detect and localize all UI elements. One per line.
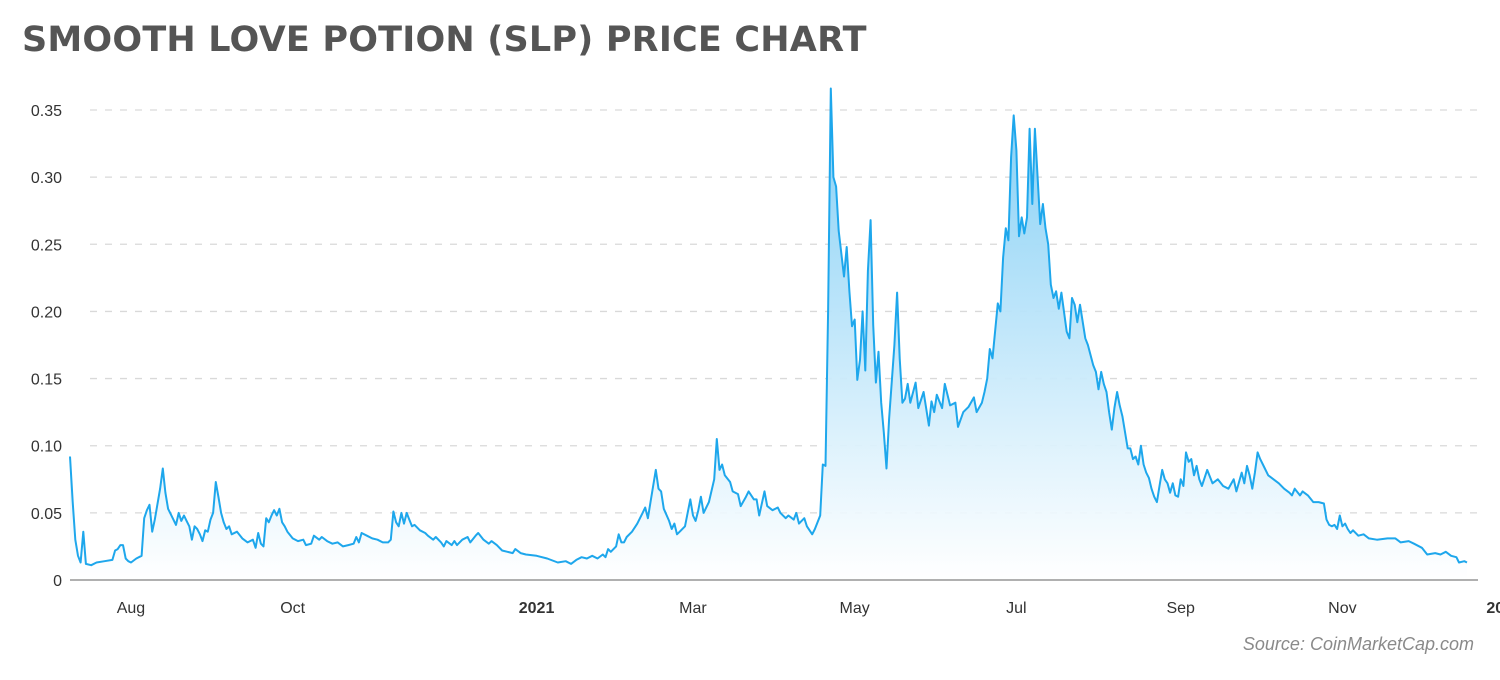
x-tick-label: May <box>840 600 870 617</box>
x-axis: Aug Oct 2021 Mar May Jul Sep Nov 2022 <box>70 579 1500 617</box>
price-line <box>69 87 1468 567</box>
x-tick-label: Mar <box>679 600 707 617</box>
y-tick-label: 0.15 <box>31 372 62 389</box>
page-title: SMOOTH LOVE POTION (SLP) PRICE CHART <box>22 20 867 60</box>
series-layer <box>69 87 1468 580</box>
x-tick-label: Sep <box>1166 600 1195 617</box>
x-tick-label: Aug <box>117 600 145 617</box>
y-tick-label: 0.25 <box>31 237 62 254</box>
x-tick-label: Jul <box>1006 600 1026 617</box>
y-tick-label: 0 <box>53 573 62 590</box>
source-credit: Source: CoinMarketCap.com <box>1242 634 1474 654</box>
y-tick-label: 0.20 <box>31 304 62 321</box>
x-tick-label: 2021 <box>519 600 555 617</box>
x-tick-label: Oct <box>280 600 305 617</box>
y-tick-label: 0.10 <box>31 439 62 456</box>
grid-lines <box>90 109 1478 514</box>
y-axis: 0 0.05 0.10 0.15 0.20 0.25 0.30 0.35 <box>31 103 62 590</box>
y-tick-label: 0.05 <box>31 506 62 523</box>
x-tick-label: 2022 <box>1486 600 1500 617</box>
y-tick-label: 0.30 <box>31 170 62 187</box>
x-tick-label: Nov <box>1328 600 1356 617</box>
price-area <box>70 88 1467 580</box>
y-tick-label: 0.35 <box>31 103 62 120</box>
